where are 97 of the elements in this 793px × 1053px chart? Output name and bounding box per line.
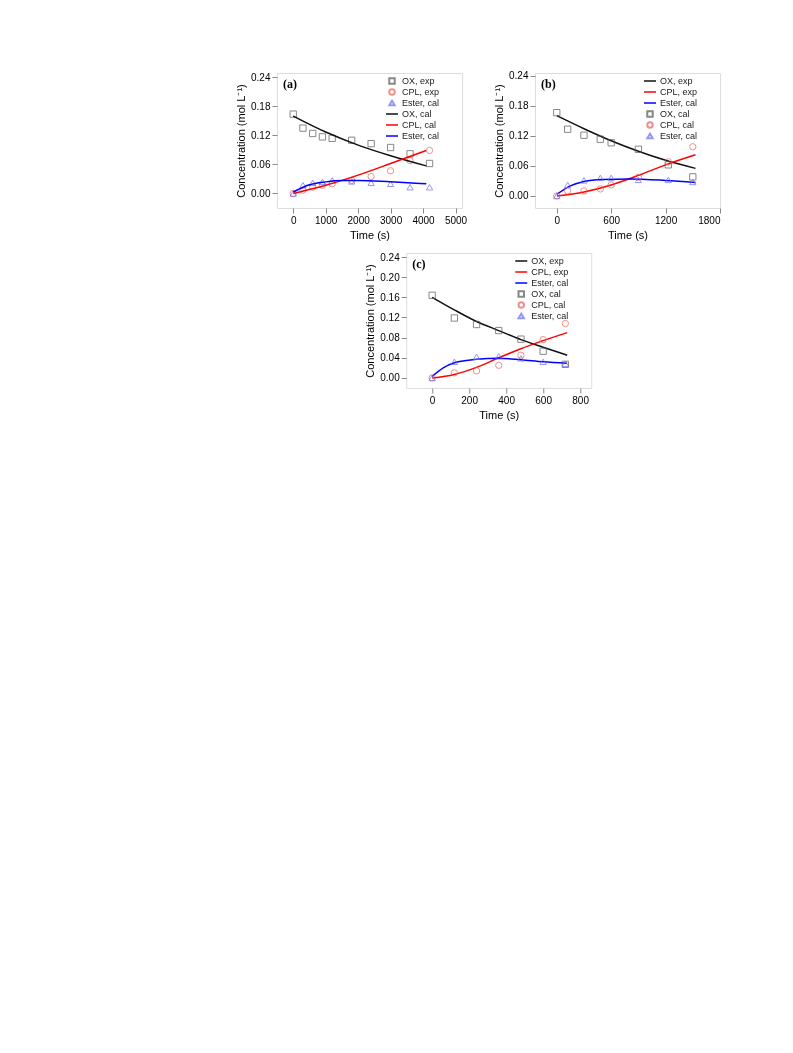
- y-tick-label: 0.06: [509, 160, 529, 172]
- x-tick-label: 800: [572, 394, 590, 406]
- point: [425, 183, 434, 191]
- annotation: (c): [412, 257, 426, 271]
- point: [367, 179, 375, 187]
- legend-label: Ester, cal: [531, 278, 569, 288]
- y-axis-title: Concentration (mol L⁻¹): [493, 84, 506, 198]
- annotation: (b): [541, 77, 556, 91]
- y-tick-label: 0.18: [509, 100, 529, 112]
- point: [406, 183, 414, 191]
- legend-label: CPL, exp: [531, 267, 569, 277]
- point: [406, 156, 414, 165]
- x-tick-label: 4000: [412, 214, 436, 226]
- legend-label: CPL, cal: [531, 300, 566, 310]
- y-tick-label: 0.16: [380, 291, 401, 303]
- point: [309, 129, 317, 138]
- point: [425, 159, 434, 168]
- annotation: (a): [283, 77, 297, 91]
- point: [539, 335, 547, 344]
- legend-label: Ester, cal: [660, 98, 698, 108]
- point: [406, 150, 414, 158]
- legend-label: Ester, cal: [402, 131, 440, 141]
- point: [450, 369, 459, 377]
- x-tick-label: 1800: [698, 214, 721, 226]
- y-tick-label: 0.00: [509, 190, 529, 202]
- point: [517, 355, 525, 362]
- point: [299, 182, 307, 189]
- y-tick-label: 0.00: [251, 187, 271, 199]
- x-tick-label: 1200: [654, 214, 678, 226]
- point: [539, 358, 547, 366]
- point: [299, 186, 307, 194]
- point: [495, 326, 503, 335]
- point: [328, 177, 336, 184]
- x-axis-title: Time (s): [479, 408, 520, 421]
- y-tick-label: 0.24: [509, 70, 529, 82]
- point: [428, 291, 436, 299]
- x-tick-label: 0: [290, 214, 297, 226]
- x-tick-label: 0: [429, 394, 436, 406]
- y-axis-title: Concentration (mol L⁻¹): [235, 84, 248, 198]
- point: [386, 167, 395, 175]
- point: [561, 319, 570, 328]
- point: [517, 335, 525, 343]
- legend-label: OX, cal: [660, 109, 690, 119]
- point: [472, 353, 481, 361]
- point: [367, 172, 375, 181]
- legend-label: OX, exp: [402, 76, 435, 86]
- point: [517, 351, 525, 359]
- legend-label: CPL, exp: [660, 87, 698, 97]
- x-tick-label: 5000: [444, 214, 468, 226]
- point: [299, 124, 307, 132]
- point: [328, 134, 336, 142]
- x-tick-label: 3000: [379, 214, 403, 226]
- point: [539, 347, 547, 355]
- legend-label: OX, cal: [402, 109, 432, 119]
- legend-label: OX, exp: [531, 256, 564, 266]
- y-tick-label: 0.06: [251, 158, 271, 170]
- y-tick-label: 0.12: [251, 129, 271, 141]
- y-tick-label: 0.00: [380, 372, 401, 384]
- x-tick-label: 600: [535, 394, 553, 406]
- point: [347, 136, 356, 144]
- x-tick-label: 600: [603, 214, 621, 226]
- point: [472, 367, 481, 375]
- y-tick-label: 0.24: [380, 251, 401, 263]
- x-tick-label: 2000: [347, 214, 371, 226]
- legend-label: Ester, cal: [660, 131, 698, 141]
- legend-label: OX, exp: [660, 76, 693, 86]
- legend-label: CPL, cal: [402, 120, 437, 130]
- x-tick-label: 0: [554, 214, 561, 226]
- legend-label: CPL, cal: [660, 120, 695, 130]
- point: [450, 358, 459, 366]
- point: [289, 110, 297, 118]
- point: [425, 146, 434, 155]
- legend-label: Ester, cal: [531, 311, 569, 321]
- point: [367, 139, 375, 148]
- y-tick-label: 0.20: [380, 271, 401, 283]
- point: [450, 314, 459, 322]
- x-tick-label: 1000: [315, 214, 338, 226]
- legend-label: OX, cal: [531, 289, 561, 299]
- y-tick-label: 0.18: [251, 100, 271, 112]
- y-axis-title: Concentration (mol L⁻¹): [364, 264, 377, 378]
- legend-label: Ester, cal: [402, 98, 440, 108]
- point: [472, 320, 481, 329]
- y-tick-label: 0.12: [380, 311, 401, 323]
- x-tick-label: 200: [461, 394, 479, 406]
- point: [495, 353, 503, 360]
- legend-label: CPL, exp: [402, 87, 440, 97]
- y-tick-label: 0.08: [380, 332, 401, 344]
- y-tick-label: 0.04: [380, 352, 401, 364]
- point: [318, 133, 327, 141]
- x-axis-title: Time (s): [350, 228, 390, 241]
- y-tick-label: 0.12: [509, 130, 529, 142]
- point: [309, 179, 317, 187]
- y-tick-label: 0.24: [251, 71, 271, 83]
- x-axis-title: Time (s): [608, 228, 648, 241]
- point: [386, 143, 395, 152]
- x-tick-label: 400: [498, 394, 516, 406]
- point: [495, 361, 503, 369]
